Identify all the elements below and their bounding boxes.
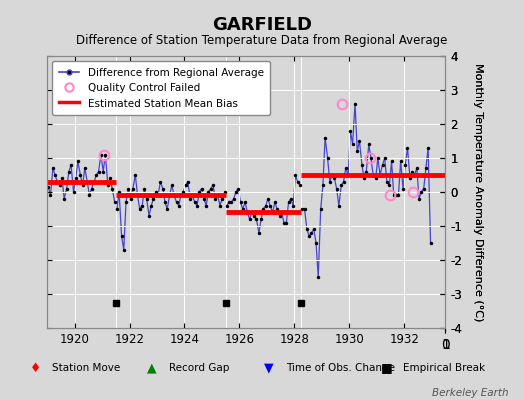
Text: Record Gap: Record Gap	[169, 363, 229, 373]
Legend: Difference from Regional Average, Quality Control Failed, Estimated Station Mean: Difference from Regional Average, Qualit…	[52, 61, 270, 115]
Text: GARFIELD: GARFIELD	[212, 16, 312, 34]
Y-axis label: Monthly Temperature Anomaly Difference (°C): Monthly Temperature Anomaly Difference (…	[473, 63, 483, 321]
Text: ♦: ♦	[30, 362, 41, 374]
Text: Time of Obs. Change: Time of Obs. Change	[286, 363, 395, 373]
Text: Difference of Station Temperature Data from Regional Average: Difference of Station Temperature Data f…	[77, 34, 447, 47]
Y-axis label: Monthly Temperature Anomaly Difference (°C): Monthly Temperature Anomaly Difference (…	[473, 63, 483, 321]
Text: Station Move: Station Move	[52, 363, 120, 373]
Text: Empirical Break: Empirical Break	[403, 363, 485, 373]
Text: Berkeley Earth: Berkeley Earth	[432, 388, 508, 398]
Text: ▲: ▲	[147, 362, 157, 374]
Text: ■: ■	[381, 362, 392, 374]
Text: ▼: ▼	[264, 362, 274, 374]
